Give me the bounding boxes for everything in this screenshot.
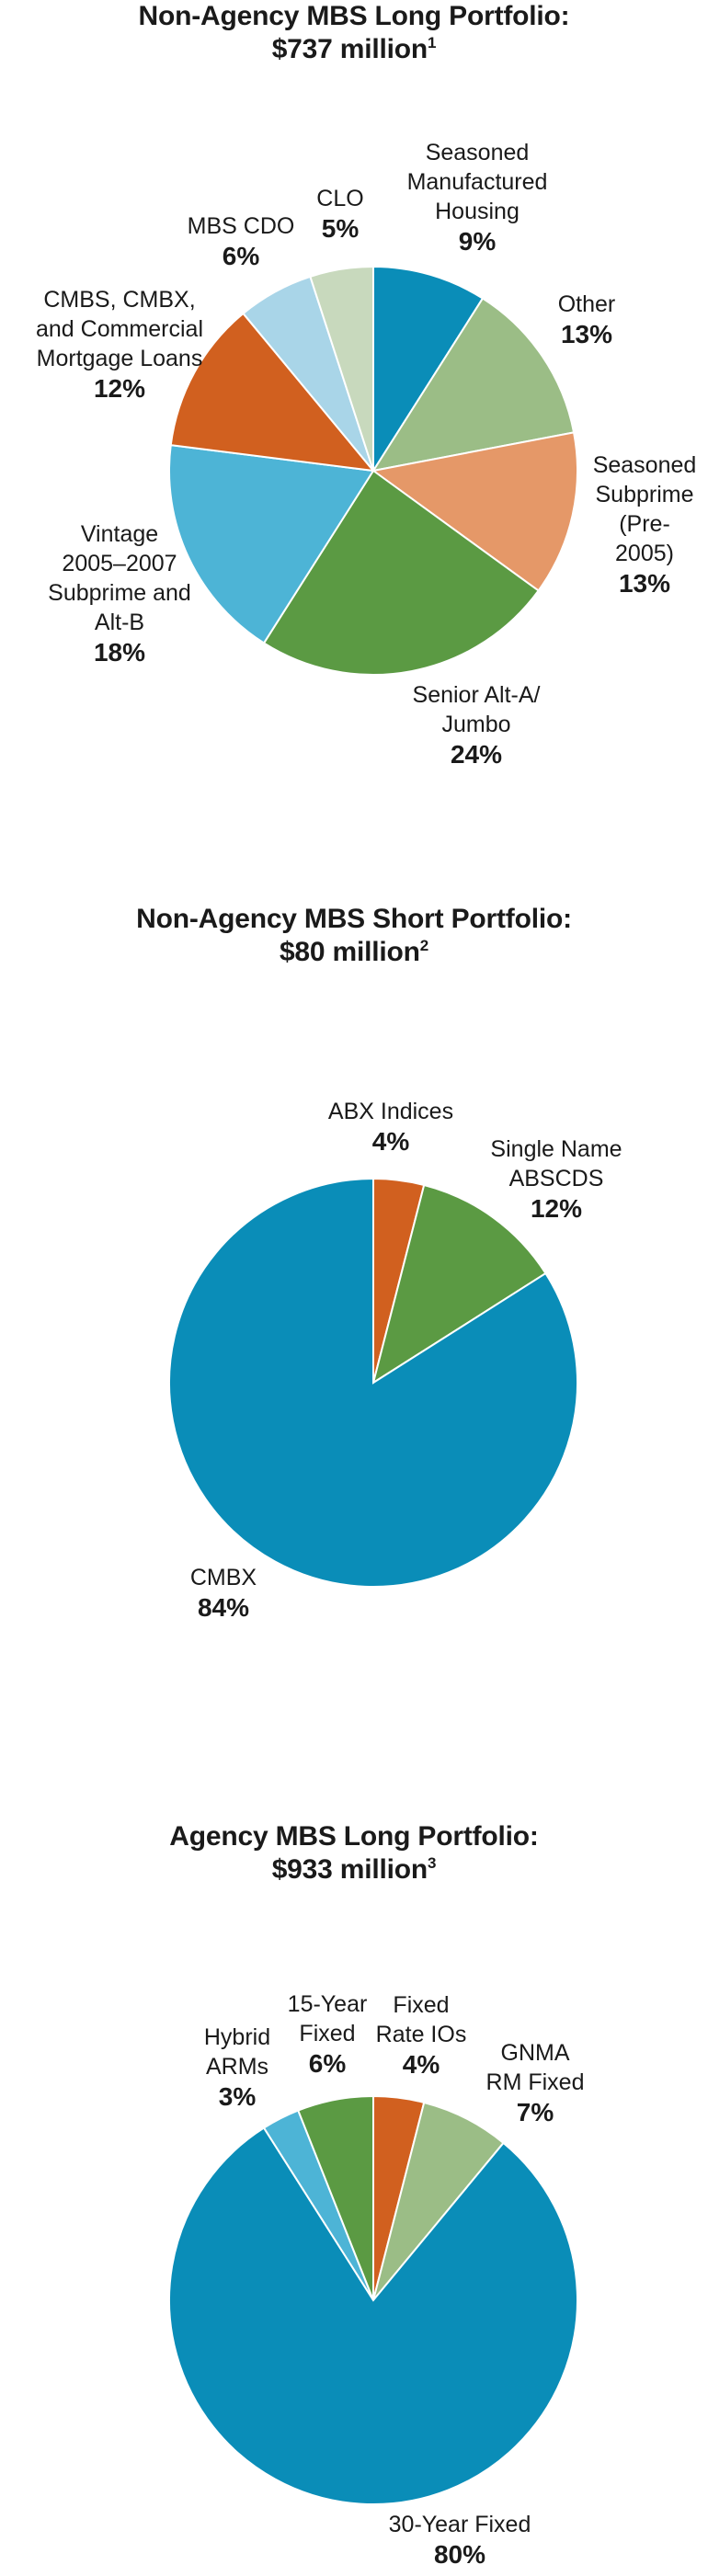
- slice-label: MBS CDO 6%: [188, 211, 295, 272]
- pie-slice: [371, 431, 578, 592]
- slice-value: 6%: [308, 2049, 347, 2078]
- slice-value: 24%: [450, 740, 503, 769]
- slice-value: 9%: [458, 227, 497, 256]
- slice-name: Hybrid ARMs: [203, 2024, 271, 2080]
- slice-name: Seasoned Manufactured Housing: [406, 140, 548, 224]
- slice-value: 4%: [371, 1127, 410, 1156]
- title-line-2: $933 million3: [0, 1853, 708, 1886]
- title-line-1: Non-Agency MBS Short Portfolio:: [136, 904, 572, 934]
- title-line-1: Agency MBS Long Portfolio:: [169, 1821, 539, 1852]
- slice-name: CLO: [316, 186, 364, 211]
- title-amount: $737 million: [271, 34, 428, 64]
- slice-name: Senior Alt-A/ Jumbo: [412, 682, 541, 737]
- slice-label: CMBX 84%: [190, 1563, 257, 1624]
- slice-name: CMBS, CMBX, and Commercial Mortgage Loan…: [35, 287, 204, 371]
- chart-title: Non-Agency MBS Long Portfolio: $737 mill…: [0, 0, 708, 66]
- slice-name: Fixed Rate IOs: [375, 1992, 467, 2047]
- slice-value: 80%: [433, 2540, 486, 2569]
- slice-label: Vintage 2005–2007 Subprime and Alt-B 18%: [48, 519, 191, 668]
- footnote-marker: 3: [428, 1854, 437, 1872]
- pie-slice: [168, 1177, 578, 1588]
- slice-name: Vintage 2005–2007 Subprime and Alt-B: [48, 521, 191, 635]
- chart-title: Non-Agency MBS Short Portfolio: $80 mill…: [0, 903, 708, 969]
- slice-label: CLO 5%: [316, 184, 363, 245]
- pie-slice: [309, 265, 374, 472]
- pie-slice: [169, 312, 376, 473]
- slice-name: Other: [557, 291, 616, 317]
- slice-value: 84%: [197, 1593, 250, 1622]
- slice-name: 30-Year Fixed: [388, 2512, 531, 2537]
- slice-label: Senior Alt-A/ Jumbo 24%: [413, 680, 541, 770]
- slice-label: CMBS, CMBX, and Commercial Mortgage Loan…: [36, 285, 203, 405]
- title-amount: $80 million: [279, 937, 420, 967]
- slice-value: 12%: [93, 374, 146, 403]
- slice-name: GNMA RM Fixed: [485, 2040, 585, 2095]
- title-line-2: $80 million2: [0, 936, 708, 969]
- slice-value: 7%: [516, 2098, 554, 2126]
- slice-value: 3%: [218, 2082, 257, 2111]
- pie-slice: [372, 265, 485, 474]
- slice-label: Other 13%: [558, 290, 616, 350]
- chart-title: Agency MBS Long Portfolio: $933 million3: [0, 1820, 708, 1886]
- slice-name: CMBX: [189, 1565, 257, 1590]
- slice-value: 5%: [321, 214, 360, 243]
- slice-name: MBS CDO: [187, 213, 295, 239]
- slice-label: Single Name ABSCDS 12%: [490, 1134, 622, 1225]
- title-line-1: Non-Agency MBS Long Portfolio:: [138, 1, 570, 31]
- pie-slice: [296, 2094, 374, 2301]
- slice-label: 15-Year Fixed 6%: [288, 1989, 368, 2080]
- footnote-marker: 2: [419, 937, 429, 954]
- pie-slice: [262, 469, 540, 676]
- slice-value: 12%: [530, 1194, 583, 1223]
- slice-label: Seasoned Subprime (Pre-2005) 13%: [593, 450, 697, 599]
- slice-value: 4%: [402, 2050, 440, 2079]
- slice-name: Seasoned Subprime (Pre-2005): [592, 452, 697, 566]
- pie-slice: [167, 2126, 578, 2505]
- slice-label: Seasoned Manufactured Housing 9%: [407, 138, 548, 257]
- slice-value: 13%: [618, 569, 671, 598]
- slice-label: Hybrid ARMs 3%: [204, 2023, 270, 2113]
- title-line-2: $737 million1: [0, 33, 708, 66]
- slice-name: ABX Indices: [327, 1099, 454, 1124]
- slice-value: 18%: [93, 638, 146, 667]
- footnote-marker: 1: [428, 34, 437, 51]
- slice-label: 30-Year Fixed 80%: [389, 2510, 531, 2570]
- pie-slice: [371, 297, 576, 473]
- slice-label: GNMA RM Fixed 7%: [486, 2038, 585, 2128]
- title-amount: $933 million: [271, 1854, 428, 1885]
- slice-label: ABX Indices 4%: [328, 1097, 453, 1157]
- slice-name: Single Name ABSCDS: [490, 1136, 622, 1191]
- slice-value: 13%: [560, 320, 613, 348]
- pie-slice: [168, 444, 375, 644]
- pie-slice: [371, 1183, 547, 1385]
- slice-value: 6%: [222, 242, 260, 270]
- slice-label: Fixed Rate IOs 4%: [376, 1990, 467, 2080]
- slice-name: 15-Year Fixed: [287, 1991, 368, 2046]
